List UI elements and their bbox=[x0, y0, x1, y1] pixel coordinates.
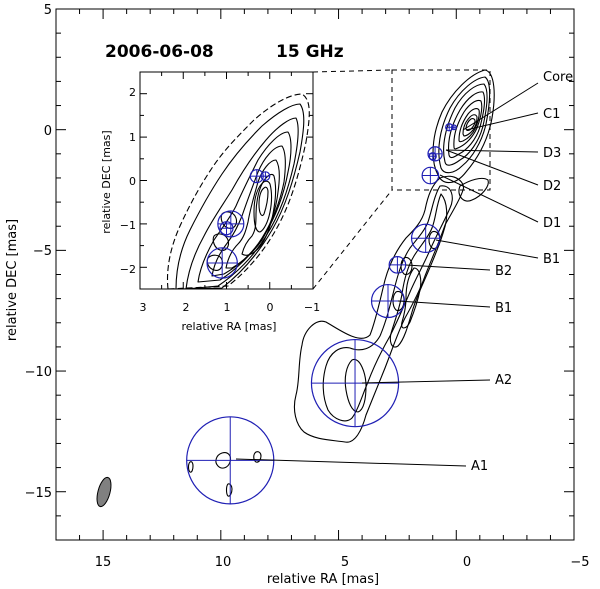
annotation-line-c1 bbox=[465, 112, 539, 131]
inset-y-tick-label: 2 bbox=[129, 86, 136, 99]
inset-axis-ticks bbox=[139, 71, 314, 290]
component-label-a2: A2 bbox=[495, 373, 512, 388]
inset-contour-1 bbox=[175, 103, 305, 290]
inset-d-knot-3 bbox=[206, 254, 224, 271]
inset-x-tick-label: 1 bbox=[224, 301, 231, 314]
main-x-axis-label: relative RA [mas] bbox=[267, 572, 379, 587]
zoom-region-box bbox=[391, 69, 491, 191]
annotation-line-a2 bbox=[361, 379, 491, 384]
annotation-line-d1 bbox=[439, 174, 539, 223]
inset-x-tick-label: −1 bbox=[304, 301, 320, 314]
contour-a1-blob-3 bbox=[225, 483, 233, 497]
contour-core-7 bbox=[462, 114, 478, 137]
contour-b2-knot bbox=[400, 256, 413, 276]
inset-y-tick-label: −2 bbox=[120, 263, 136, 276]
chart-title-frequency: 15 GHz bbox=[276, 42, 344, 62]
inset-contour-7 bbox=[253, 180, 273, 233]
inset-contour-8 bbox=[258, 186, 269, 217]
inset-y-axis-label: relative DEC [mas] bbox=[100, 130, 113, 233]
contour-jet-wing bbox=[458, 177, 489, 202]
main-x-tick-label: 10 bbox=[215, 555, 232, 570]
contour-a2-inner bbox=[344, 358, 367, 413]
inset-contour-5 bbox=[225, 159, 280, 269]
annotation-line-d3 bbox=[445, 149, 539, 153]
inset-contours bbox=[167, 93, 310, 290]
inset-model-components bbox=[206, 169, 271, 279]
beam-ellipse bbox=[96, 476, 112, 508]
main-x-tick-label: 5 bbox=[341, 555, 349, 570]
annotation-line-b2 bbox=[405, 264, 491, 271]
annotation-line-d2 bbox=[445, 149, 539, 186]
inset-y-tick-label: 1 bbox=[129, 131, 136, 144]
main-y-tick-label: −10 bbox=[25, 365, 52, 380]
component-label-core: Core bbox=[543, 70, 573, 85]
main-x-tick-label: −5 bbox=[570, 555, 589, 570]
component-label-d3: D3 bbox=[543, 146, 561, 161]
component-annotation-labels: Core C1 D3 D2 D1 B1 B2 B1 A2 A1 bbox=[471, 70, 573, 474]
contour-core-outer bbox=[432, 69, 495, 184]
annotation-line-b1-upper bbox=[435, 239, 539, 259]
component-label-b2: B2 bbox=[495, 264, 512, 279]
contour-a1-blob-4 bbox=[187, 461, 194, 473]
inset-d-knot-1 bbox=[220, 211, 238, 229]
contour-a1-blob bbox=[215, 452, 232, 469]
component-label-b1-lower: B1 bbox=[495, 301, 512, 316]
contour-core-3 bbox=[443, 83, 488, 166]
inset-x-tick-label: 3 bbox=[140, 301, 147, 314]
inset-x-axis-label: relative RA [mas] bbox=[182, 320, 277, 333]
component-label-a1: A1 bbox=[471, 459, 488, 474]
component-label-d2: D2 bbox=[543, 179, 561, 194]
main-y-axis-label: relative DEC [mas] bbox=[5, 219, 20, 341]
annotation-line-b1-lower bbox=[397, 300, 491, 308]
inset-x-tick-label: 0 bbox=[267, 301, 274, 314]
main-y-tick-label: 0 bbox=[44, 124, 52, 139]
main-x-tick-label: 15 bbox=[95, 555, 112, 570]
component-label-d1: D1 bbox=[543, 216, 561, 231]
contour-jet-4 bbox=[401, 267, 422, 329]
inset-contour-4 bbox=[211, 145, 286, 277]
inset-y-tick-label: 0 bbox=[129, 175, 136, 188]
contour-core-6 bbox=[458, 108, 480, 143]
main-x-tick-label: 0 bbox=[463, 555, 471, 570]
component-annotation-lines bbox=[235, 82, 539, 467]
contour-jet-3 bbox=[389, 193, 448, 348]
zoom-connector-top bbox=[312, 69, 393, 73]
zoom-connector-bottom bbox=[312, 189, 393, 290]
main-axis-ticks bbox=[56, 8, 575, 541]
contour-core-2 bbox=[438, 76, 491, 174]
inset-contour-6 bbox=[241, 173, 277, 256]
annotation-line-core bbox=[462, 82, 539, 131]
main-y-tick-label: −5 bbox=[33, 244, 52, 259]
component-label-c1: C1 bbox=[543, 107, 560, 122]
chart-title-date: 2006-06-08 bbox=[105, 42, 214, 62]
inset-y-tick-label: −1 bbox=[120, 219, 136, 232]
inset-contour-outer bbox=[167, 93, 310, 290]
annotation-line-a1 bbox=[235, 458, 467, 467]
contour-core-8 bbox=[465, 118, 476, 132]
component-label-b1-upper: B1 bbox=[543, 252, 560, 267]
inset-plot-frame bbox=[139, 71, 314, 290]
contour-core-5 bbox=[453, 99, 483, 150]
main-y-tick-label: −15 bbox=[25, 486, 52, 501]
inset-x-tick-label: 2 bbox=[183, 301, 190, 314]
main-y-tick-label: 5 bbox=[44, 3, 52, 18]
